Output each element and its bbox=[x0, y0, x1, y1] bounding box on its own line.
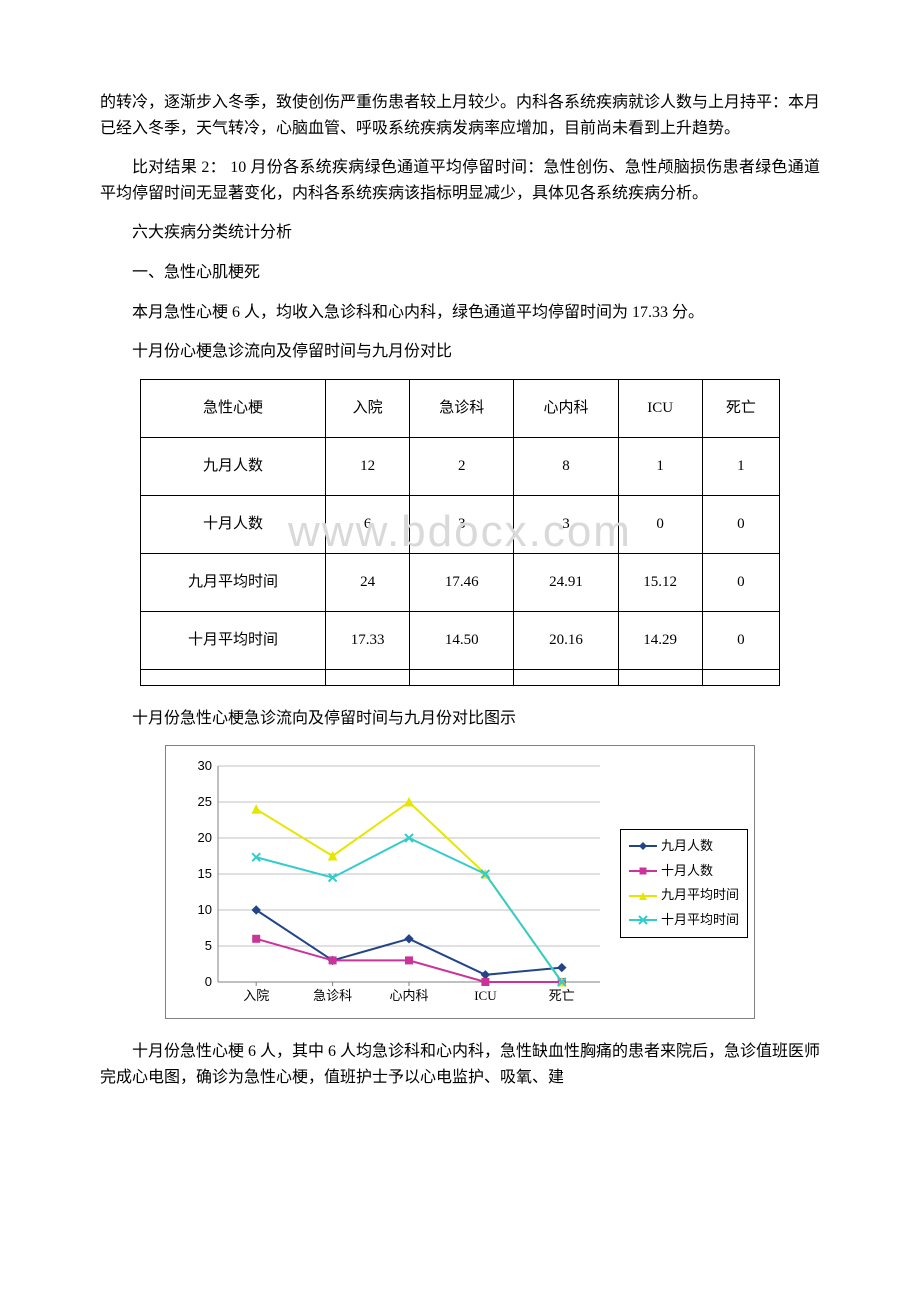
section-heading: 六大疾病分类统计分析 bbox=[100, 220, 820, 246]
table-cell: 14.50 bbox=[410, 611, 514, 669]
table-header-cell: 心内科 bbox=[514, 379, 618, 437]
table-cell: 3 bbox=[410, 495, 514, 553]
chart-caption: 十月份急性心梗急诊流向及停留时间与九月份对比图示 bbox=[100, 706, 820, 732]
table-caption: 十月份心梗急诊流向及停留时间与九月份对比 bbox=[100, 339, 820, 365]
legend-item: 十月人数 bbox=[629, 859, 739, 884]
body-paragraph-5: 本月急性心梗 6 人，均收入急诊科和心内科，绿色通道平均停留时间为 17.33 … bbox=[100, 300, 820, 326]
table-header-cell: 急诊科 bbox=[410, 379, 514, 437]
table-row-label: 十月平均时间 bbox=[141, 611, 326, 669]
table-row: 十月人数 6 3 3 0 0 bbox=[141, 495, 780, 553]
table-row-label: 九月平均时间 bbox=[141, 553, 326, 611]
table-row-header: 急性心梗 入院 急诊科 心内科 ICU 死亡 bbox=[141, 379, 780, 437]
svg-text:10: 10 bbox=[198, 902, 212, 917]
legend-item: 九月人数 bbox=[629, 834, 739, 859]
legend-swatch-icon bbox=[629, 914, 657, 926]
subsection-heading-1: 一、急性心肌梗死 bbox=[100, 260, 820, 286]
svg-text:心内科: 心内科 bbox=[389, 988, 428, 1003]
line-chart: 0 5 10 15 20 25 30 入院 急诊科 心内科 ICU 死亡 九月人数十月人数九月平均时间… bbox=[165, 745, 755, 1019]
table-row-empty bbox=[141, 669, 780, 685]
table-cell: 0 bbox=[702, 553, 779, 611]
table-cell: 17.33 bbox=[326, 611, 410, 669]
chart-plot-area: 0 5 10 15 20 25 30 入院 急诊科 心内科 ICU 死亡 bbox=[180, 758, 610, 1008]
legend-item: 十月平均时间 bbox=[629, 908, 739, 933]
comparison-table: 急性心梗 入院 急诊科 心内科 ICU 死亡 九月人数 12 2 8 1 1 十… bbox=[140, 379, 780, 686]
table-cell: 14.29 bbox=[618, 611, 702, 669]
table-row: 九月人数 12 2 8 1 1 bbox=[141, 437, 780, 495]
table-cell: 0 bbox=[618, 495, 702, 553]
table-cell: 0 bbox=[702, 611, 779, 669]
table-row-label: 九月人数 bbox=[141, 437, 326, 495]
table-row: 十月平均时间 17.33 14.50 20.16 14.29 0 bbox=[141, 611, 780, 669]
table-container: 急性心梗 入院 急诊科 心内科 ICU 死亡 九月人数 12 2 8 1 1 十… bbox=[100, 379, 820, 686]
table-row: 九月平均时间 24 17.46 24.91 15.12 0 bbox=[141, 553, 780, 611]
table-cell: 1 bbox=[702, 437, 779, 495]
svg-text:0: 0 bbox=[205, 974, 212, 989]
legend-swatch-icon bbox=[629, 890, 657, 902]
body-paragraph-2: 比对结果 2： 10 月份各系统疾病绿色通道平均停留时间：急性创伤、急性颅脑损伤… bbox=[100, 155, 820, 206]
chart-legend: 九月人数十月人数九月平均时间十月平均时间 bbox=[620, 829, 748, 938]
table-cell: 0 bbox=[702, 495, 779, 553]
table-cell: 6 bbox=[326, 495, 410, 553]
legend-label: 九月平均时间 bbox=[661, 883, 739, 908]
table-cell: 24.91 bbox=[514, 553, 618, 611]
table-cell: 24 bbox=[326, 553, 410, 611]
table-cell: 17.46 bbox=[410, 553, 514, 611]
table-header-cell: 入院 bbox=[326, 379, 410, 437]
legend-label: 九月人数 bbox=[661, 834, 713, 859]
legend-label: 十月平均时间 bbox=[661, 908, 739, 933]
svg-text:入院: 入院 bbox=[243, 988, 269, 1003]
svg-text:ICU: ICU bbox=[474, 988, 497, 1003]
svg-text:25: 25 bbox=[198, 794, 212, 809]
table-cell: 1 bbox=[618, 437, 702, 495]
svg-text:死亡: 死亡 bbox=[549, 988, 575, 1003]
table-cell: 20.16 bbox=[514, 611, 618, 669]
table-cell: 8 bbox=[514, 437, 618, 495]
legend-swatch-icon bbox=[629, 865, 657, 877]
table-row-label: 十月人数 bbox=[141, 495, 326, 553]
legend-label: 十月人数 bbox=[661, 859, 713, 884]
svg-text:5: 5 bbox=[205, 938, 212, 953]
table-cell: 2 bbox=[410, 437, 514, 495]
body-paragraph-1: 的转冷，逐渐步入冬季，致使创伤严重伤患者较上月较少。内科各系统疾病就诊人数与上月… bbox=[100, 90, 820, 141]
legend-item: 九月平均时间 bbox=[629, 883, 739, 908]
svg-text:15: 15 bbox=[198, 866, 212, 881]
table-cell: 12 bbox=[326, 437, 410, 495]
table-header-cell: ICU bbox=[618, 379, 702, 437]
table-header-cell: 急性心梗 bbox=[141, 379, 326, 437]
table-header-cell: 死亡 bbox=[702, 379, 779, 437]
legend-swatch-icon bbox=[629, 840, 657, 852]
svg-text:急诊科: 急诊科 bbox=[313, 988, 352, 1003]
svg-text:20: 20 bbox=[198, 830, 212, 845]
svg-text:30: 30 bbox=[198, 758, 212, 773]
table-cell: 15.12 bbox=[618, 553, 702, 611]
body-paragraph-8: 十月份急性心梗 6 人，其中 6 人均急诊科和心内科，急性缺血性胸痛的患者来院后… bbox=[100, 1039, 820, 1090]
table-cell: 3 bbox=[514, 495, 618, 553]
